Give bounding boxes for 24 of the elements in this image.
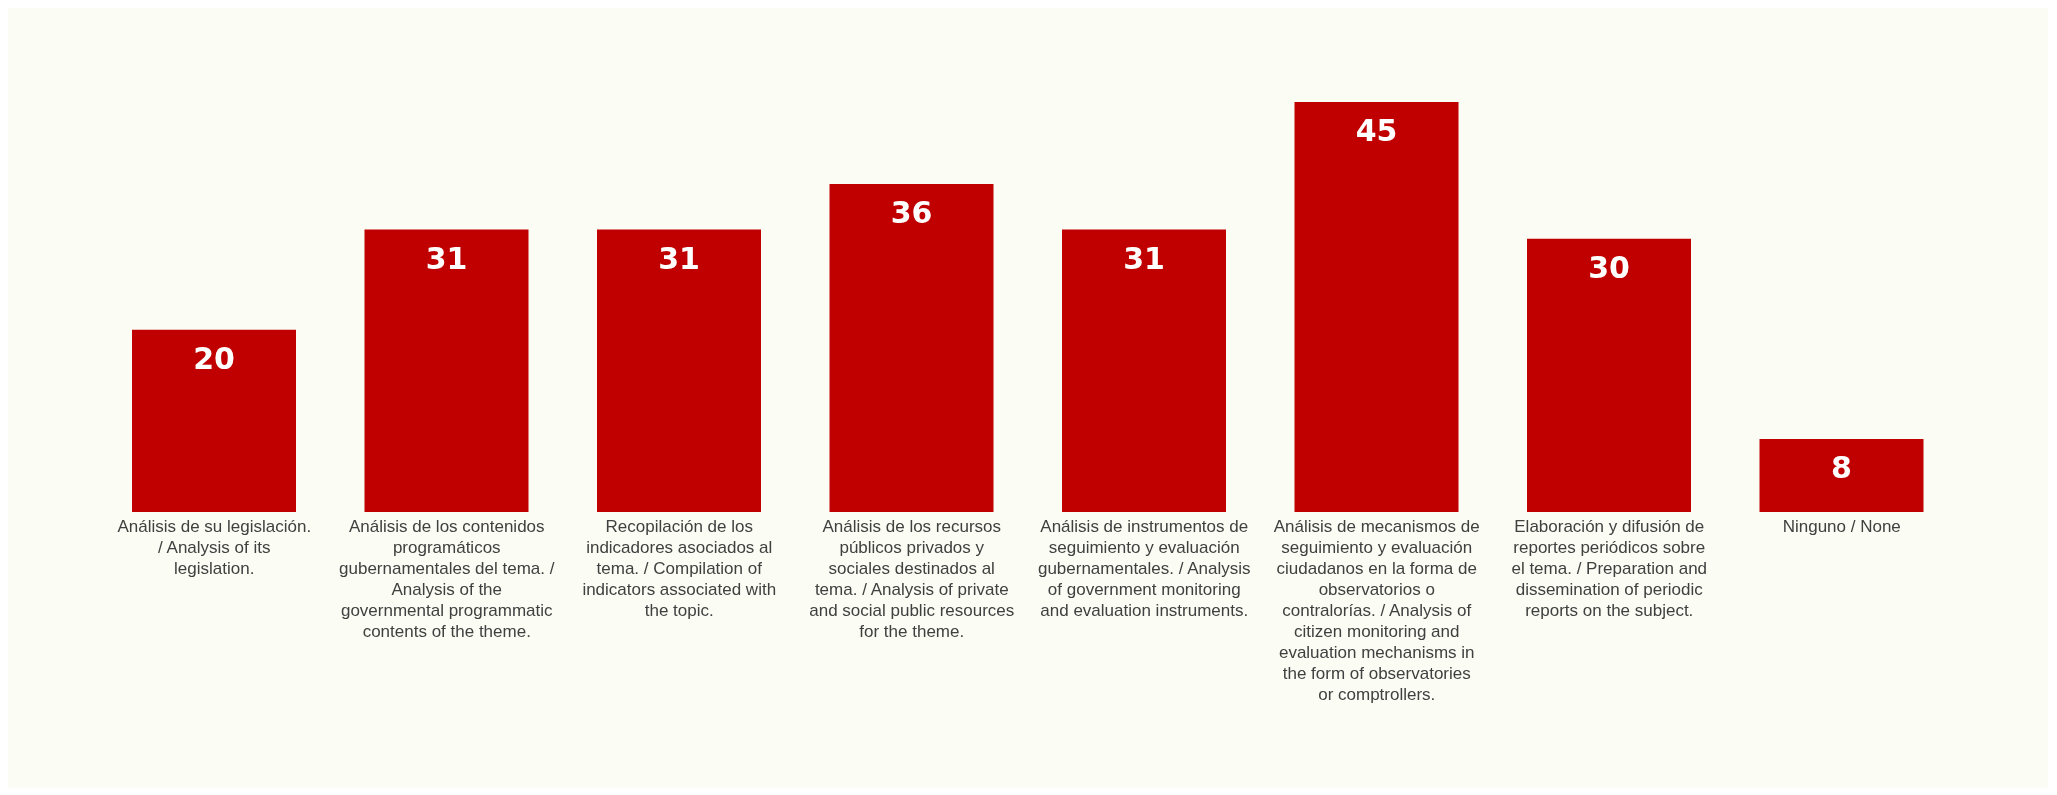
bar [1759, 439, 1924, 512]
data-label: 31 [425, 240, 468, 276]
x-tick-label: Análisis de los contenidos programáticos gubernamentales del tema. / Analysis of the governmental programmatic contents of the theme. [339, 517, 555, 641]
x-tick-label: Análisis de su legislación. / Analysis of its legislation. [117, 517, 312, 578]
bar [1294, 102, 1459, 512]
bar [1527, 238, 1691, 512]
data-label: 31 [1123, 240, 1165, 276]
x-tick-label: Análisis de instrumentos de seguimiento y evaluación gubernamentales. / Analysis of government monitoring and evaluation instruments. [1037, 517, 1251, 620]
data-label: 30 [1588, 249, 1630, 285]
bar [597, 229, 761, 512]
x-tick-label: Análisis de los recursos públicos privados y sociales destinados al tema. / Analysis of private and social public resources for the theme. [809, 517, 1015, 641]
data-label: 45 [1355, 113, 1398, 149]
category-label: Análisis de mecanismos de seguimiento y evaluación ciudadanos en la forma de observatorios o contralorías. / Analysis of citizen monitoring and evaluation mechanisms in the form of observatories or comptrollers. [1273, 517, 1480, 704]
data-label: 8 [1831, 450, 1852, 486]
data-label: 31 [658, 240, 700, 276]
x-tick-label: Elaboración y difusión de reportes periódicos sobre el tema. / Preparation and dissemination of periodic reports on the subject. [1511, 517, 1708, 620]
bar [1062, 229, 1226, 512]
bar [364, 229, 529, 512]
bar [829, 184, 994, 512]
x-tick-label: Ninguno / None [1782, 517, 1901, 536]
x-tick-label: Recopilación de los indicadores asociados al tema. / Compilation of indicators associated with the topic. [582, 517, 777, 620]
bar [132, 329, 296, 512]
data-label: 36 [890, 195, 933, 231]
data-label: 20 [193, 341, 235, 377]
